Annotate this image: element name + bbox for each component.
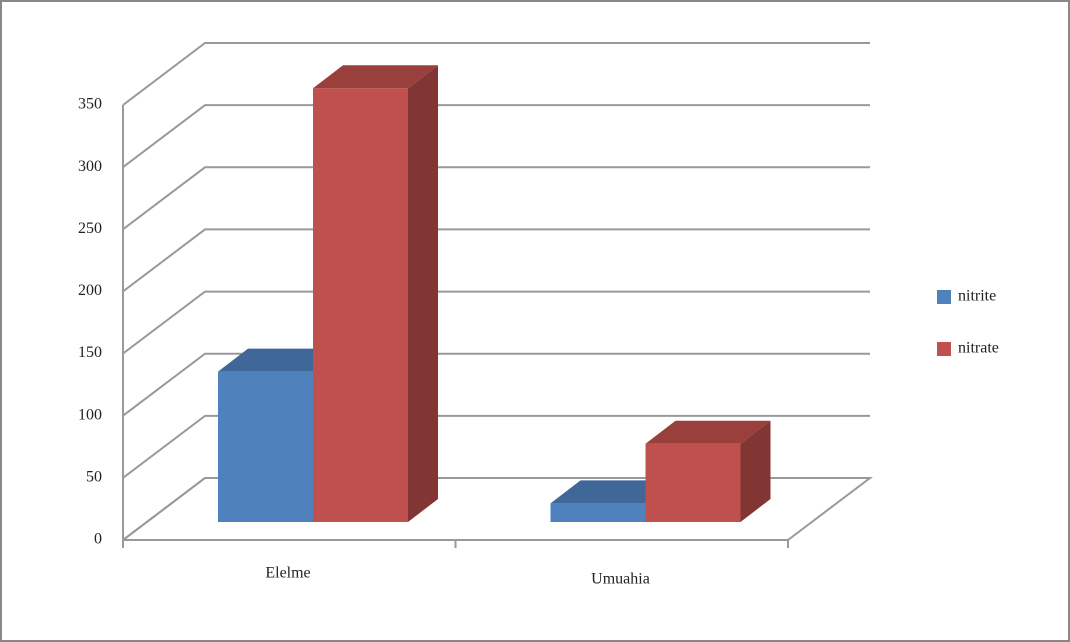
bar	[550, 503, 646, 522]
grid-line	[122, 166, 870, 231]
legend-label: nitrate	[958, 340, 999, 357]
bar-top	[313, 65, 438, 89]
grid-line	[122, 228, 870, 293]
grid-line	[122, 352, 870, 417]
bar-top	[218, 348, 343, 372]
y-tick-label: 50	[86, 469, 102, 486]
bar-top	[645, 420, 771, 444]
bar	[313, 88, 408, 522]
legend-swatch	[937, 290, 951, 304]
legend-label: nitrite	[958, 288, 996, 305]
y-tick-label: 200	[78, 282, 102, 299]
grid-line	[122, 104, 870, 168]
bar-top	[550, 480, 676, 504]
grid-line	[122, 290, 870, 355]
x-tick-label: Elelme	[265, 565, 310, 582]
y-tick-label: 0	[94, 531, 102, 548]
bar	[218, 371, 313, 522]
x-tick-label: Umuahia	[591, 571, 650, 588]
bar-side	[740, 420, 771, 522]
grid-line	[122, 42, 870, 106]
bar-side	[408, 65, 438, 522]
y-tick-label: 300	[78, 158, 102, 175]
y-tick-label: 250	[78, 220, 102, 237]
bar	[645, 443, 741, 522]
y-tick-label: 100	[78, 406, 102, 423]
legend-swatch	[937, 342, 951, 356]
y-tick-label: 350	[78, 96, 102, 113]
y-tick-label: 150	[78, 344, 102, 361]
grid-line	[122, 414, 870, 479]
